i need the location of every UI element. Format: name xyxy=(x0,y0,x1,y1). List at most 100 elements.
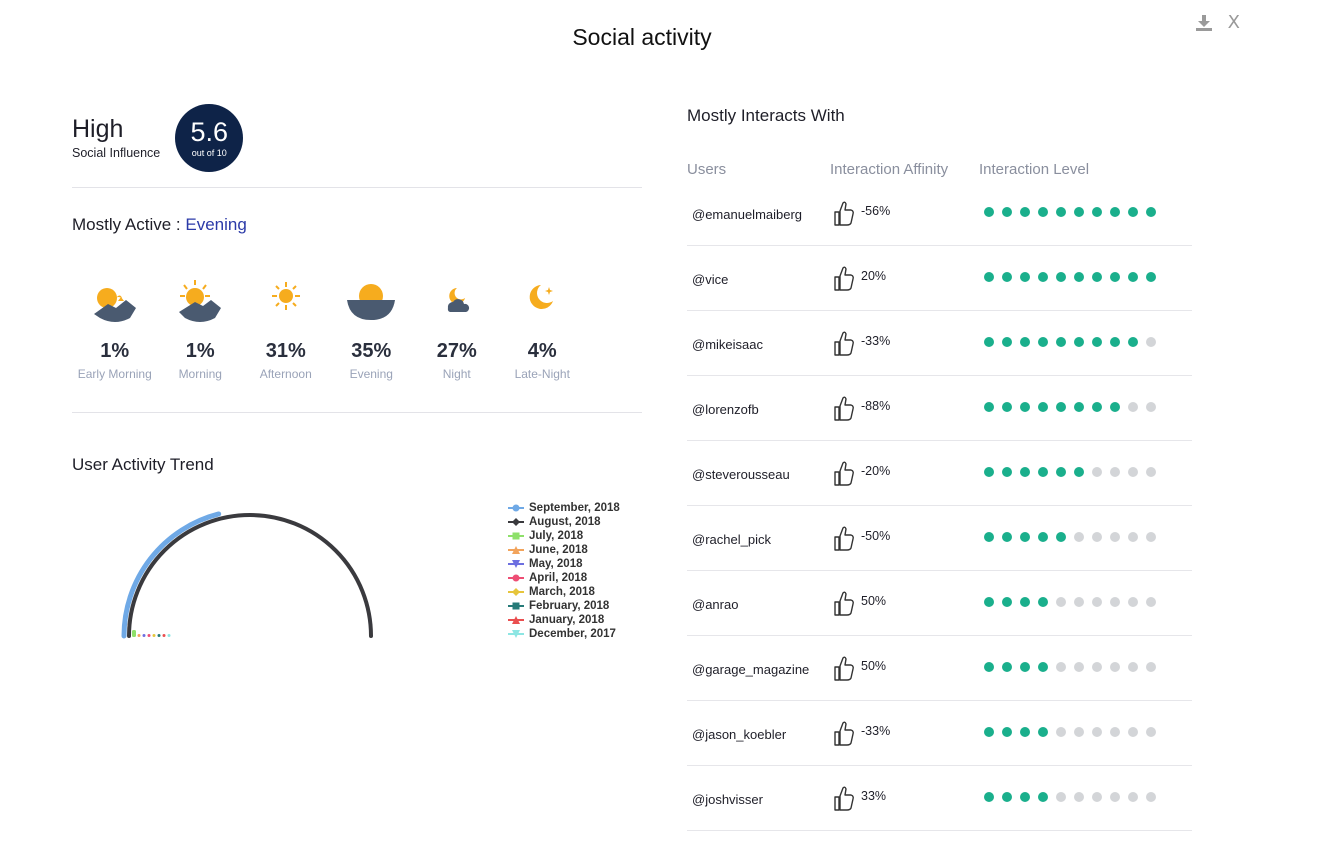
legend-item[interactable]: March, 2018 xyxy=(508,585,620,599)
affinity-value: 50% xyxy=(861,594,887,608)
interaction-level xyxy=(984,272,1164,282)
level-dot xyxy=(1146,272,1156,282)
mostly-active-label: Mostly Active : xyxy=(72,215,181,234)
level-dot xyxy=(1038,727,1048,737)
arc-series[interactable] xyxy=(142,634,146,637)
interaction-level xyxy=(984,727,1164,737)
level-dot xyxy=(1146,532,1156,542)
legend-item[interactable]: May, 2018 xyxy=(508,557,620,571)
level-dot xyxy=(1002,337,1012,347)
level-dot xyxy=(1002,662,1012,672)
user-handle[interactable]: @vice xyxy=(692,272,729,287)
legend-label: June, 2018 xyxy=(529,544,588,556)
level-dot xyxy=(1110,662,1120,672)
legend-label: July, 2018 xyxy=(529,530,584,542)
interactions-title: Mostly Interacts With xyxy=(687,106,845,125)
chart-legend: September, 2018 August, 2018 July, 2018 Jun… xyxy=(508,501,620,641)
legend-item[interactable]: January, 2018 xyxy=(508,613,620,627)
legend-item[interactable]: December, 2017 xyxy=(508,627,620,641)
right-panel: Mostly Interacts With Users Interaction … xyxy=(687,106,1192,831)
table-row: @anrao 50% xyxy=(687,571,1192,636)
level-dot xyxy=(1128,402,1138,412)
time-label: Late-Night xyxy=(514,367,570,381)
arc-series[interactable] xyxy=(137,634,141,637)
level-dot xyxy=(1074,597,1084,607)
legend-label: February, 2018 xyxy=(529,600,610,612)
user-handle[interactable]: @garage_magazine xyxy=(692,662,810,677)
level-dot xyxy=(1128,532,1138,542)
arc-series[interactable] xyxy=(127,513,373,638)
divider xyxy=(72,412,642,413)
thumbs-up-icon xyxy=(834,461,854,486)
legend-marker xyxy=(508,532,524,540)
arc-series[interactable] xyxy=(132,630,136,637)
user-handle[interactable]: @jason_koebler xyxy=(692,727,787,742)
arc-series[interactable] xyxy=(157,634,161,637)
level-dot xyxy=(1020,337,1030,347)
level-dot xyxy=(1092,662,1102,672)
level-dot xyxy=(1038,662,1048,672)
time-evening: 35% Evening xyxy=(329,276,415,381)
interaction-level xyxy=(984,467,1164,477)
arc-series[interactable] xyxy=(121,511,222,639)
level-dot xyxy=(984,532,994,542)
thumbs-up-icon xyxy=(834,526,854,551)
level-dot xyxy=(984,207,994,217)
level-dot xyxy=(1002,532,1012,542)
level-dot xyxy=(1020,467,1030,477)
close-button[interactable]: X xyxy=(1227,12,1240,33)
divider xyxy=(72,187,642,188)
user-handle[interactable]: @rachel_pick xyxy=(692,532,771,547)
legend-item[interactable]: June, 2018 xyxy=(508,543,620,557)
level-dot xyxy=(1038,597,1048,607)
level-dot xyxy=(1092,337,1102,347)
download-icon[interactable] xyxy=(1194,13,1214,33)
thumbs-up-icon xyxy=(834,266,854,291)
arc-series[interactable] xyxy=(162,634,166,637)
table-row: @lorenzofb -88% xyxy=(687,376,1192,441)
user-handle[interactable]: @steverousseau xyxy=(692,467,790,482)
table-row: @emanuelmaiberg -56% xyxy=(687,181,1192,246)
legend-item[interactable]: July, 2018 xyxy=(508,529,620,543)
level-dot xyxy=(1020,402,1030,412)
thumbs-up-icon xyxy=(834,396,854,421)
user-handle[interactable]: @anrao xyxy=(692,597,739,612)
time-late-night: 4% Late-Night xyxy=(500,276,586,381)
legend-marker xyxy=(508,546,524,554)
level-dot xyxy=(1038,272,1048,282)
user-handle[interactable]: @emanuelmaiberg xyxy=(692,207,803,222)
legend-item[interactable]: April, 2018 xyxy=(508,571,620,585)
table-row: @rachel_pick -50% xyxy=(687,506,1192,571)
arc-series[interactable] xyxy=(167,634,171,637)
interaction-level xyxy=(984,662,1164,672)
thumbs-up-icon xyxy=(834,331,854,356)
legend-marker xyxy=(508,588,524,596)
time-of-day-list: 1% Early Morning 1% Morning xyxy=(72,276,585,381)
level-dot xyxy=(1056,727,1066,737)
legend-marker xyxy=(508,602,524,610)
level-dot xyxy=(984,467,994,477)
user-handle[interactable]: @mikeisaac xyxy=(692,337,763,352)
legend-item[interactable]: September, 2018 xyxy=(508,501,620,515)
legend-item[interactable]: February, 2018 xyxy=(508,599,620,613)
thumbs-up-icon xyxy=(834,656,854,681)
level-dot xyxy=(1146,792,1156,802)
affinity-value: -50% xyxy=(861,529,891,543)
legend-item[interactable]: August, 2018 xyxy=(508,515,620,529)
legend-marker xyxy=(508,518,524,526)
user-handle[interactable]: @joshvisser xyxy=(692,792,763,807)
arc-series[interactable] xyxy=(152,634,156,637)
time-label: Early Morning xyxy=(77,367,152,381)
level-dot xyxy=(1002,207,1012,217)
interactions-table: @emanuelmaiberg -56% @vice 20% @mikeisaac -33… xyxy=(687,181,1192,831)
level-dot xyxy=(1056,792,1066,802)
time-pct: 1% xyxy=(100,340,130,362)
user-handle[interactable]: @lorenzofb xyxy=(692,402,759,417)
trend-title: User Activity Trend xyxy=(72,455,214,474)
social-influence: High Social Influence 5.6 out of 10 xyxy=(72,100,642,175)
level-dot xyxy=(1092,207,1102,217)
level-dot xyxy=(1092,792,1102,802)
level-dot xyxy=(1002,272,1012,282)
level-dot xyxy=(1128,597,1138,607)
arc-series[interactable] xyxy=(147,634,151,637)
